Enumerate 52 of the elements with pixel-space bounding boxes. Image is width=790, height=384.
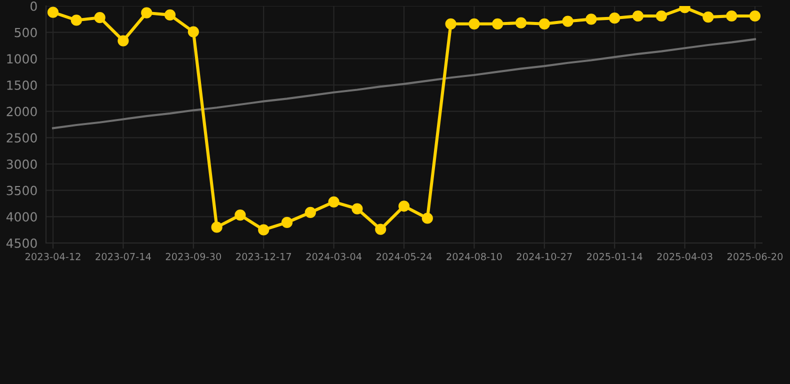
x-tick-label: 2024-08-10: [446, 252, 502, 260]
point: [445, 18, 456, 30]
y-tick-label: 2000: [6, 106, 37, 116]
y-tick-label: 0: [30, 1, 37, 11]
x-tick-label: 2025-06-20: [727, 252, 783, 260]
point: [515, 17, 527, 28]
y-tick-label: 1000: [7, 54, 37, 64]
point: [94, 12, 106, 24]
point: [352, 203, 363, 214]
point: [164, 9, 176, 21]
x-tick-label: 2023-12-17: [236, 252, 292, 260]
y-tick-label: 500: [14, 28, 37, 38]
x-tick-label: 2025-01-14: [587, 252, 642, 260]
point: [188, 26, 199, 38]
point: [702, 12, 714, 23]
x-tick-label: 2024-05-24: [376, 252, 432, 260]
point: [141, 7, 152, 18]
y-tick-label: 2500: [6, 133, 37, 143]
x-tick-label: 2025-04-03: [657, 252, 712, 260]
point: [422, 212, 433, 224]
point: [632, 10, 644, 22]
point: [304, 206, 316, 218]
y-tick-label: 3000: [6, 159, 37, 169]
point: [398, 200, 410, 212]
point: [47, 6, 59, 18]
point: [586, 14, 597, 25]
point: [375, 224, 386, 235]
point: [468, 18, 480, 30]
point: [656, 10, 667, 22]
x-tick-label: 2023-09-30: [166, 252, 222, 260]
point: [562, 16, 574, 27]
x-tick-label: 2023-04-12: [25, 252, 80, 260]
point: [538, 18, 550, 30]
point: [118, 35, 129, 46]
y-tick-label: 3500: [6, 186, 37, 196]
point: [70, 14, 82, 26]
point: [328, 196, 340, 208]
x-tick-label: 2023-07-14: [96, 252, 151, 260]
x-tick-label: 2024-10-27: [516, 252, 572, 260]
point: [258, 224, 270, 236]
y-tick-label: 1500: [7, 80, 37, 90]
point: [234, 210, 246, 221]
point: [749, 10, 761, 22]
y-tick-label: 4000: [6, 212, 37, 222]
point: [281, 216, 293, 228]
x-tick-label: 2024-03-04: [306, 252, 362, 260]
point: [211, 222, 222, 233]
point: [726, 10, 738, 22]
point: [492, 18, 504, 30]
line-series: [52, 38, 756, 130]
y-tick-label: 4500: [6, 238, 37, 248]
point: [609, 12, 620, 24]
